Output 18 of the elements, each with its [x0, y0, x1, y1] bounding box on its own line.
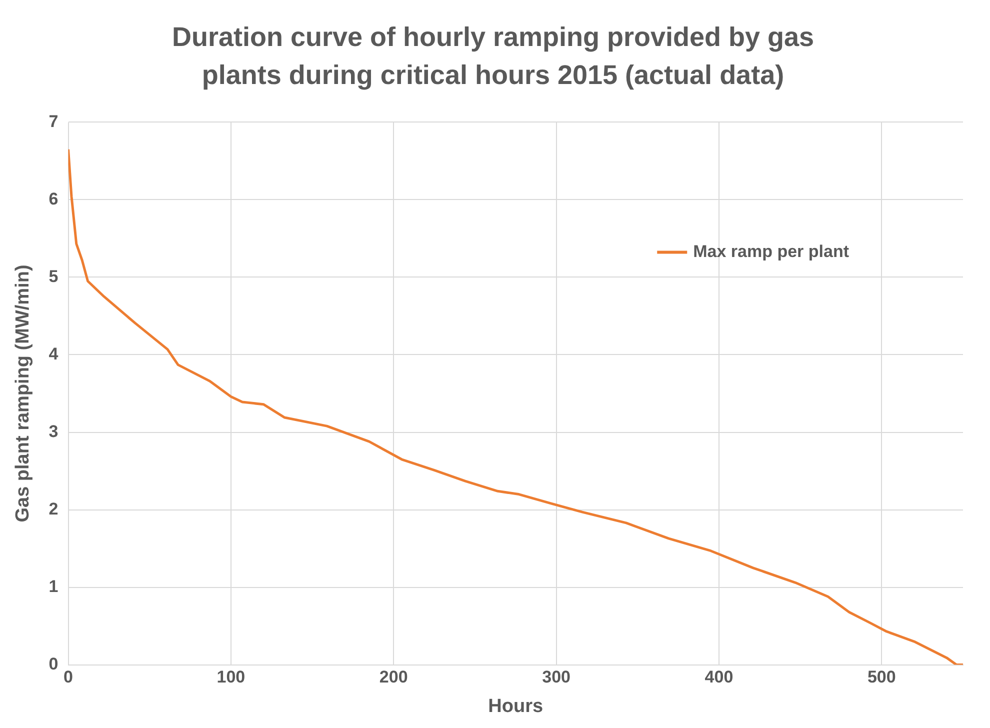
x-tick-label: 0 [64, 668, 73, 687]
x-tick-label: 200 [379, 668, 408, 687]
y-tick-label: 2 [48, 499, 58, 518]
y-tick-label: 7 [48, 112, 58, 131]
y-axis-title: Gas plant ramping (MW/min) [12, 264, 34, 522]
y-tick-label: 5 [48, 266, 58, 286]
legend-label: Max ramp per plant [693, 242, 850, 261]
y-tick-label: 0 [48, 654, 58, 674]
chart-title: Duration curve of hourly ramping provided by gas plants during critical hours 2015 (actual data) [170, 21, 816, 92]
y-tick-label: 1 [48, 576, 58, 596]
y-tick-label: 3 [48, 422, 58, 441]
x-tick-label: 300 [542, 668, 570, 687]
x-tick-label: 100 [216, 668, 246, 687]
x-axis-title: Hours [488, 696, 544, 717]
y-tick-label: 6 [48, 189, 58, 208]
y-tick-label: 4 [48, 344, 59, 364]
x-tick-label: 500 [867, 668, 896, 687]
x-tick-label: 400 [704, 668, 734, 687]
